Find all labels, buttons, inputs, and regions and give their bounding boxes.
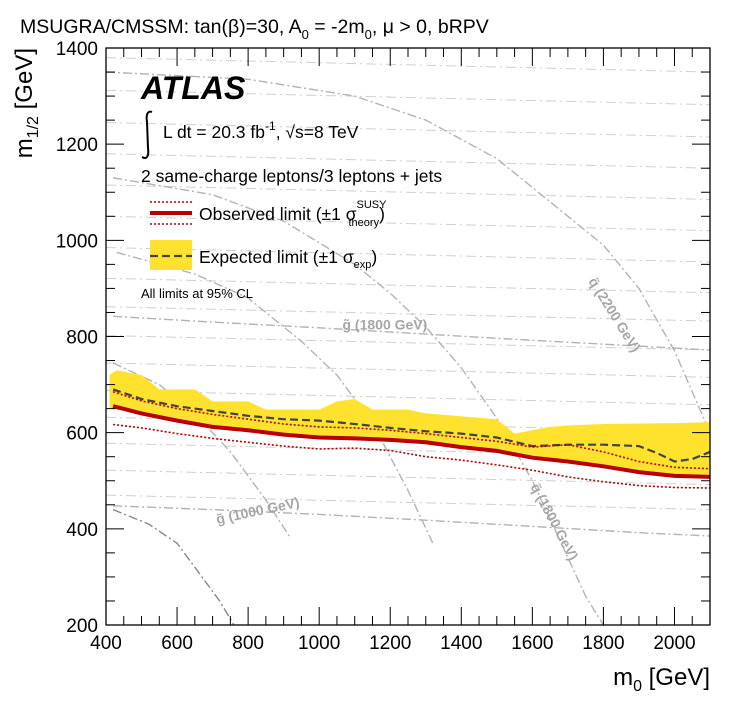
y-tick-label: 1200 xyxy=(56,135,98,156)
y-tick-label: 1000 xyxy=(56,231,98,252)
y-tick-label: 600 xyxy=(66,424,98,445)
experiment-label: ATLAS xyxy=(140,70,246,106)
integral-sign xyxy=(141,110,153,159)
observed-minus-sigma-line xyxy=(113,423,710,489)
tau-lsp-line-0 xyxy=(106,494,710,511)
x-tick-label: 2000 xyxy=(653,633,695,654)
channel-label: 2 same-charge leptons/3 leptons + jets xyxy=(141,166,442,186)
contour-squark-2200 xyxy=(106,71,710,433)
tau-lsp-line-11 xyxy=(106,184,710,200)
tau-lsp-line-1 xyxy=(106,469,710,486)
legend: Observed limit (±1 σSUSY theory) Expected… xyxy=(150,199,387,271)
contour-squark-600 xyxy=(112,508,235,625)
tau-lsp-line-8 xyxy=(106,277,710,294)
cl-note: All limits at 95% CL xyxy=(141,286,253,301)
background-lines xyxy=(106,57,710,625)
x-tick-label: 800 xyxy=(232,633,264,654)
tau-lsp-line-7 xyxy=(106,306,710,322)
expected-band-layer xyxy=(109,370,710,476)
observed-plus-sigma-line xyxy=(112,391,710,470)
axis-ticks: 400 600 800 1000 1200 1400 1600 1800 20002004006… xyxy=(56,39,711,654)
legend-expected-label: Expected limit (±1 σexp) xyxy=(199,247,377,271)
contour-squark-1800 xyxy=(112,177,604,625)
contour-squark-1400 xyxy=(116,251,434,544)
x-tick-label: 400 xyxy=(90,633,122,654)
y-tick-label: 1400 xyxy=(56,39,98,60)
y-tick-label: 400 xyxy=(66,520,98,541)
tau-lsp-line-12 xyxy=(106,153,710,169)
y-tick-label: 200 xyxy=(66,616,98,637)
x-tick-label: 1400 xyxy=(440,633,482,654)
tau-lsp-line-14 xyxy=(106,89,710,106)
limit-lines-layer xyxy=(112,388,710,489)
contour-squark-1000 xyxy=(112,362,292,539)
expected-limit-line xyxy=(112,388,710,463)
legend-observed-label: Observed limit (±1 σSUSY theory) xyxy=(199,199,387,229)
tau-lsp-line-4 xyxy=(106,389,710,406)
x-tick-label: 600 xyxy=(161,633,193,654)
contour-label-0: g̃ (1800 GeV) xyxy=(342,316,427,332)
tau-lsp-line-9 xyxy=(106,247,710,263)
tau-lsp-line-13 xyxy=(106,122,710,138)
x-axis-label: m0 [GeV] xyxy=(613,664,710,695)
y-axis-label: m1/2 [GeV] xyxy=(11,48,42,158)
lumi-label: L dt = 20.3 fb-1, √s=8 TeV xyxy=(163,119,359,142)
contour-label-1: q̃ (2200 GeV) xyxy=(585,274,644,354)
contour-gluino-1800 xyxy=(113,315,710,351)
observed-limit-line xyxy=(112,404,710,479)
expected-band xyxy=(109,370,710,476)
x-tick-label: 1600 xyxy=(511,633,553,654)
y-tick-label: 800 xyxy=(66,328,98,349)
x-tick-label: 1800 xyxy=(582,633,624,654)
x-tick-label: 1200 xyxy=(369,633,411,654)
tau-lsp-line-6 xyxy=(106,335,710,351)
contour-label-2: g̃ (1000 GeV) xyxy=(215,494,301,527)
contour-label-3: q̃ (1800 GeV) xyxy=(528,480,582,562)
tau-lsp-line-15 xyxy=(106,57,710,73)
tau-lsp-line-10 xyxy=(106,215,710,232)
chart-title: MSUGRA/CMSSM: tan(β)=30, A0 = -2m0, μ > … xyxy=(20,16,489,42)
contour-gluino-1000 xyxy=(113,505,710,537)
tau-lsp-line-5 xyxy=(106,362,710,378)
x-tick-label: 1000 xyxy=(298,633,340,654)
